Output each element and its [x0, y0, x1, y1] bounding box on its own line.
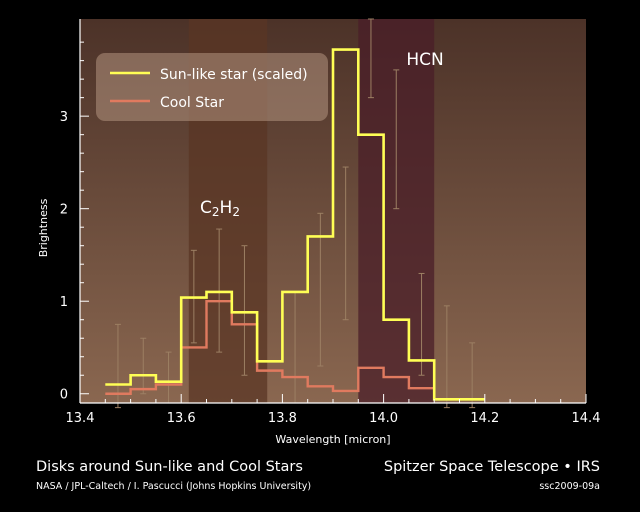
axes-layer: 13.4 13.6 13.8 14.0 14.2 14.4 0 1 2 3	[60, 19, 601, 426]
x-tick-label: 13.6	[167, 411, 196, 426]
y-tick-label: 1	[60, 295, 68, 310]
legend-label-cool-star: Cool Star	[160, 95, 224, 111]
legend-label-sun-like: Sun-like star (scaled)	[160, 67, 308, 83]
footer-credit: NASA / JPL-Caltech / I. Pascucci (Johns …	[36, 481, 312, 492]
y-tick-label: 3	[60, 110, 68, 125]
x-tick-label: 14.2	[470, 411, 499, 426]
band-label-hcn: HCN	[406, 50, 443, 70]
y-tick-label: 2	[60, 203, 68, 218]
x-tick-label: 13.8	[268, 411, 297, 426]
x-tick-label: 14.4	[572, 411, 601, 426]
footer-mission: Spitzer Space Telescope • IRS	[383, 459, 600, 475]
y-axis-label: Brightness	[37, 198, 50, 257]
footer-image-id: ssc2009-09a	[539, 481, 600, 492]
band-label-c2h2: C2H2	[200, 198, 240, 219]
band-labels-layer: C2H2 HCN	[200, 50, 444, 219]
legend-box	[96, 53, 328, 121]
x-tick-label: 14.0	[369, 411, 398, 426]
series-cool-star-line	[105, 300, 485, 401]
y-tick-label: 0	[60, 388, 68, 403]
error-bars-layer	[114, 18, 476, 409]
series-sun-like-line	[105, 48, 485, 401]
series-layer	[105, 48, 485, 401]
x-tick-label: 13.4	[66, 411, 95, 426]
x-axis-label: Wavelength [micron]	[275, 433, 390, 446]
legend: Sun-like star (scaled) Cool Star	[96, 53, 328, 121]
footer-title: Disks around Sun-like and Cool Stars	[36, 459, 303, 475]
